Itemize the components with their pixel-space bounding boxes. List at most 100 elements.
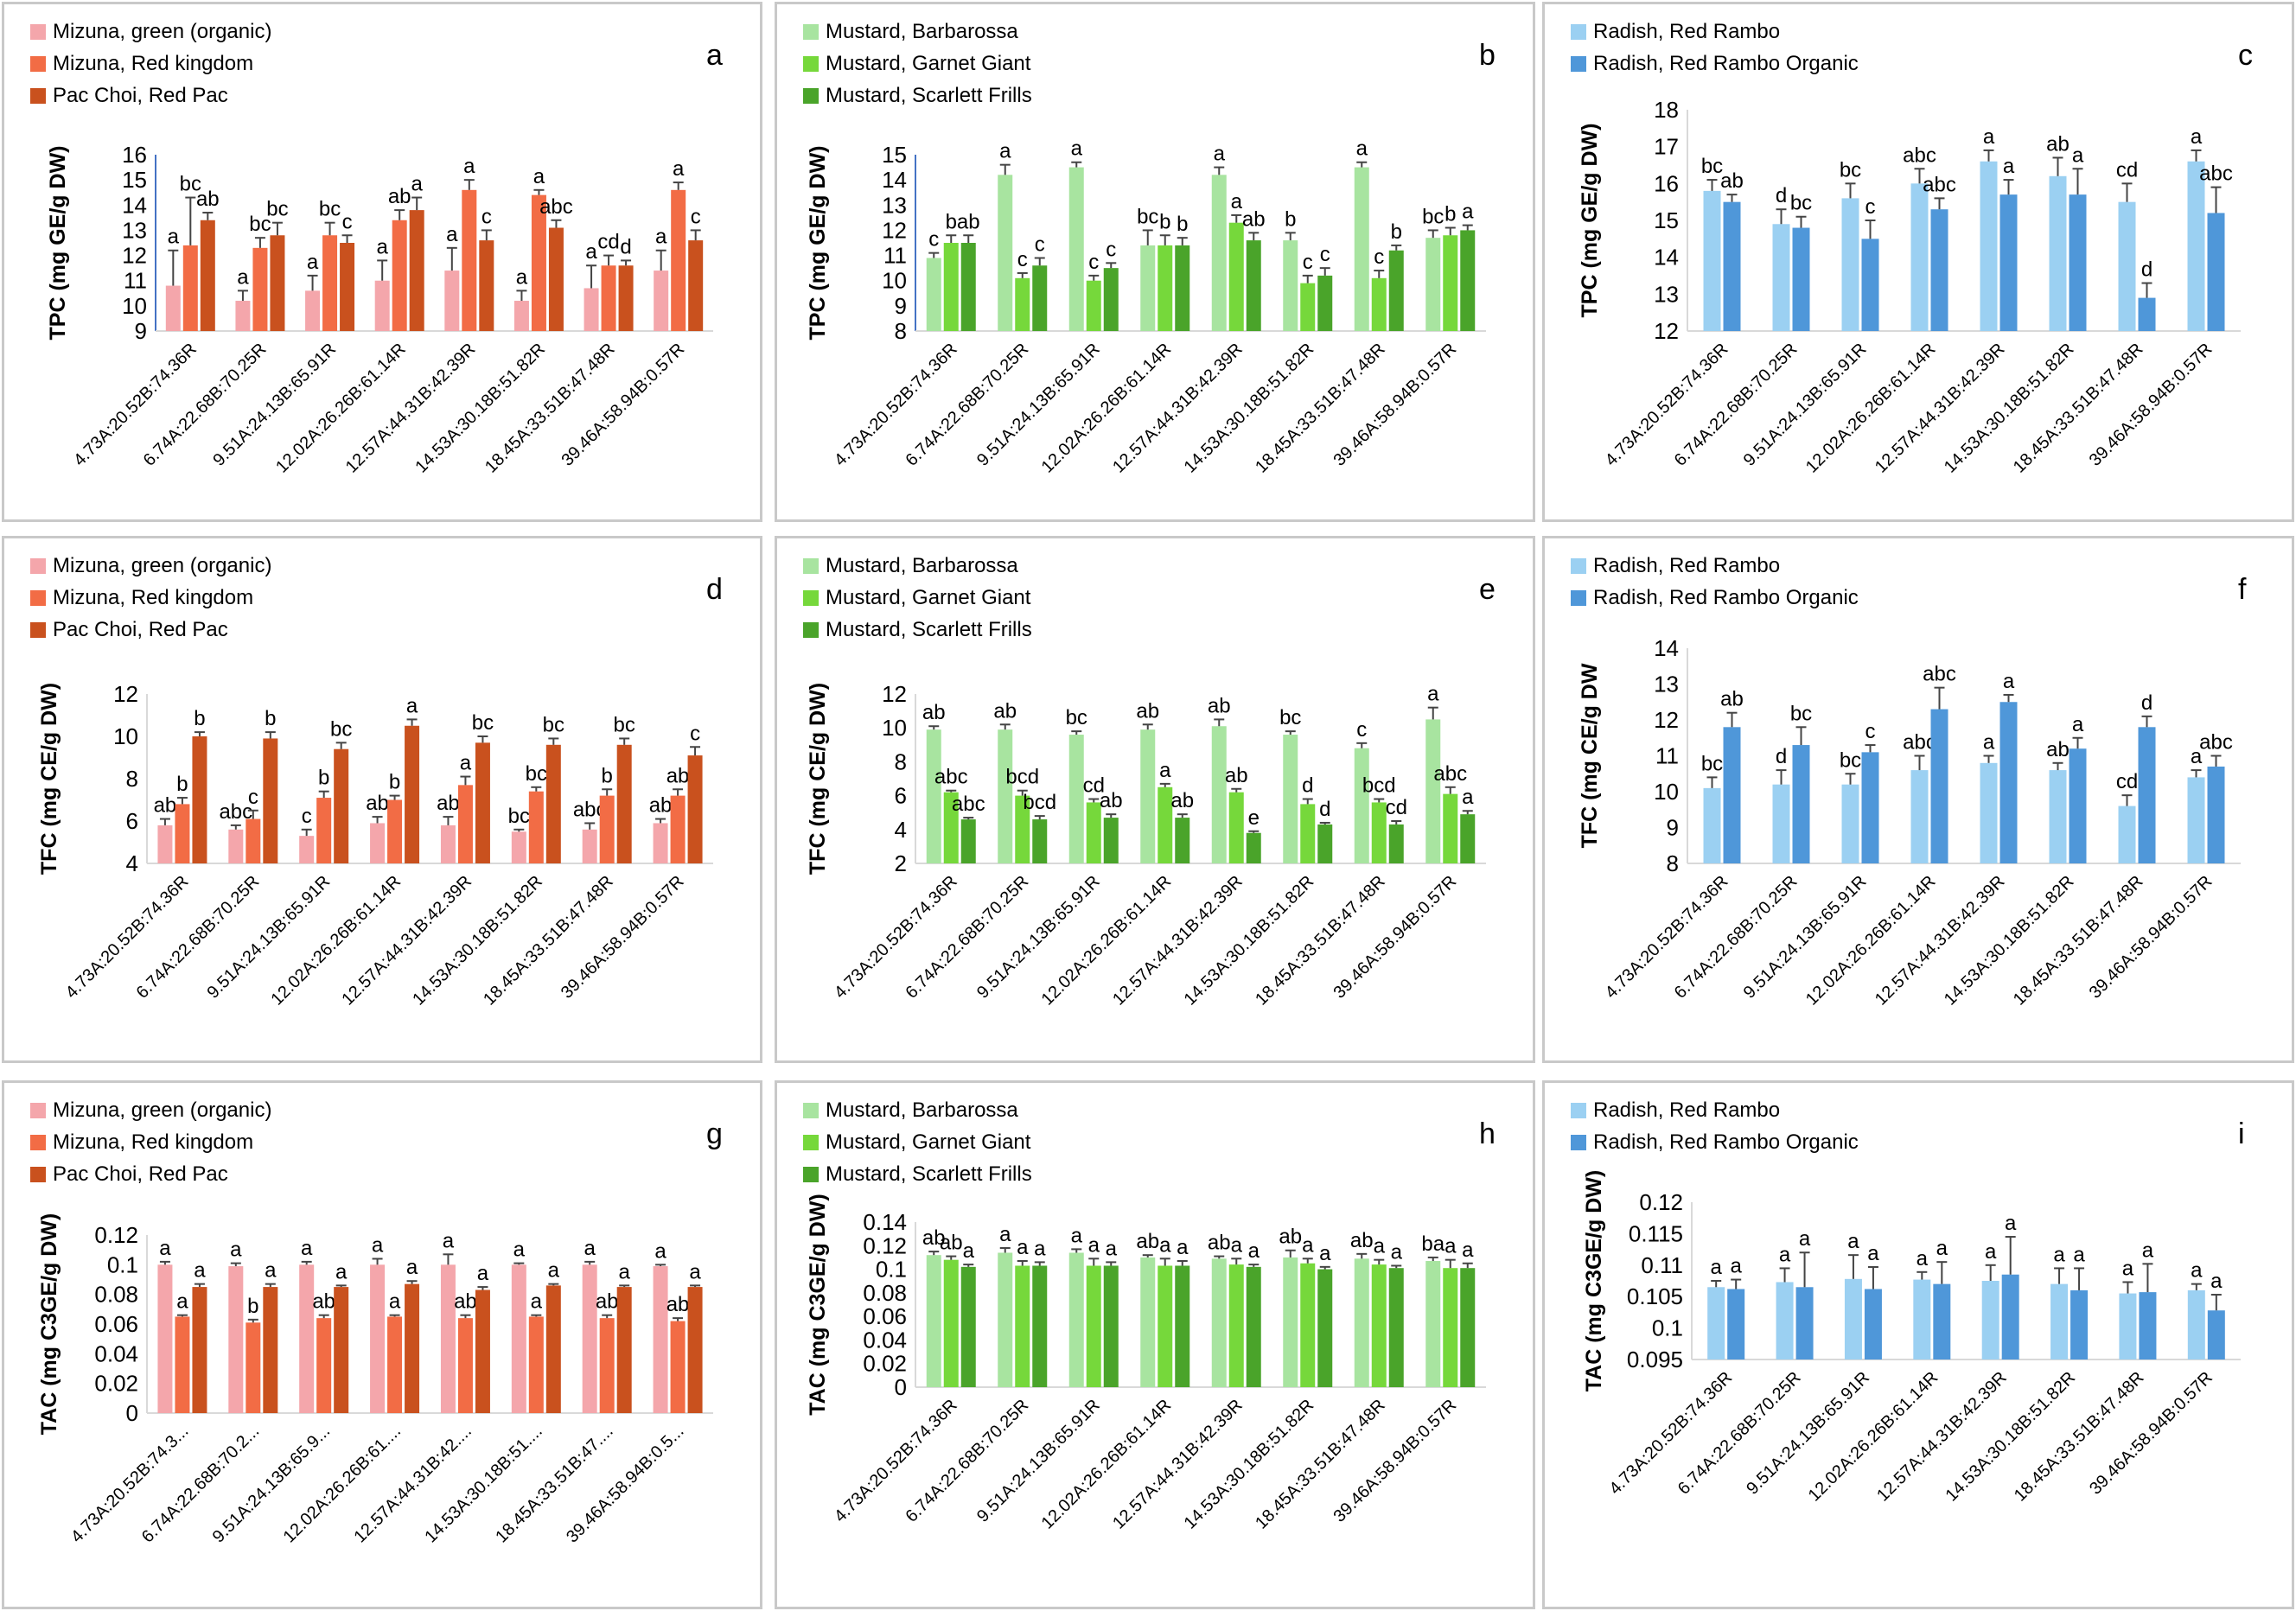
- significance-letter: a: [1799, 1227, 1811, 1251]
- legend-label: Radish, Red Rambo: [1593, 554, 1780, 577]
- y-tick-label: 12: [882, 681, 907, 707]
- significance-letter: a: [1847, 1230, 1859, 1253]
- y-tick-label: 0.12: [94, 1222, 138, 1248]
- bar: [1861, 239, 1879, 331]
- bar: [157, 825, 173, 863]
- y-tick-label: 13: [122, 217, 147, 243]
- significance-letter: c: [482, 205, 492, 228]
- significance-letter: a: [463, 155, 475, 178]
- x-category-label: 4.73A:20.52B:74.36R: [831, 872, 961, 1003]
- bar: [263, 738, 278, 863]
- legend-swatch: [1571, 1135, 1586, 1150]
- bar: [688, 240, 704, 331]
- panel-d: Mizuna, green (organic) Mizuna, Red kingd…: [2, 536, 762, 1063]
- bar: [1228, 1264, 1244, 1387]
- bar: [1086, 1265, 1101, 1387]
- y-tick-label: 12: [882, 217, 907, 243]
- significance-letter: bcd: [1023, 791, 1056, 814]
- bar: [1228, 222, 1244, 331]
- significance-letter: a: [531, 1290, 543, 1314]
- panel-letter: h: [1479, 1118, 1496, 1150]
- y-tick-label: 16: [1654, 170, 1679, 196]
- significance-letter: a: [1779, 1243, 1791, 1266]
- significance-letter: a: [1071, 137, 1083, 161]
- x-category-label: 39.46A:58.94B:0.57R: [1330, 872, 1460, 1003]
- bar: [1841, 784, 1859, 863]
- bar: [582, 829, 597, 863]
- y-tick-label: 0.115: [1629, 1220, 1683, 1246]
- y-tick-label: 0.08: [863, 1280, 907, 1306]
- significance-letter: bc: [1790, 702, 1812, 725]
- bar: [1158, 245, 1173, 331]
- y-tick-label: 0.1: [1652, 1315, 1683, 1341]
- bar: [475, 1289, 490, 1413]
- panel-i: Radish, Red Rambo Radish, Red Rambo Organ…: [1542, 1080, 2294, 1609]
- significance-letter: c: [302, 805, 312, 828]
- legend-swatch: [30, 56, 46, 72]
- significance-letter: c: [248, 786, 258, 809]
- bar: [1300, 804, 1316, 863]
- x-category-label: 4.73A:20.52B:74.3...: [67, 1422, 193, 1547]
- significance-letter: a: [999, 1223, 1011, 1246]
- significance-letter: bc: [543, 713, 564, 736]
- y-tick-label: 8: [1667, 850, 1679, 876]
- bar: [1317, 1269, 1333, 1387]
- significance-letter: cd: [597, 231, 619, 254]
- significance-letter: abc: [1903, 731, 1936, 755]
- bar: [1103, 818, 1119, 863]
- x-category-label: 4.73A:20.52B:74.36R: [831, 1396, 961, 1526]
- legend-label: Pac Choi, Red Pac: [53, 1162, 228, 1186]
- significance-letter: ab: [437, 792, 460, 815]
- bar: [1703, 787, 1721, 863]
- x-category-label: 12.02A:26.26B:61.14R: [267, 872, 405, 1009]
- x-category-label: 39.46A:58.94B:0.5...: [563, 1422, 688, 1547]
- significance-letter: a: [176, 1290, 188, 1314]
- significance-letter: a: [2191, 125, 2203, 149]
- x-category-label: 18.45A:33.51B:47.48R: [1252, 1396, 1389, 1533]
- y-tick-label: 11: [1655, 743, 1679, 769]
- y-tick-label: 8: [895, 318, 907, 344]
- significance-letter: bc: [508, 805, 530, 828]
- x-category-label: 9.51A:24.13B:65.91R: [1740, 872, 1871, 1003]
- y-tick-label: 15: [122, 167, 147, 193]
- bar: [1211, 726, 1227, 863]
- significance-letter: a: [1731, 1255, 1743, 1278]
- x-category-label: 39.46A:58.94B:0.57R: [2086, 1368, 2216, 1499]
- bar: [545, 744, 561, 863]
- bar: [1776, 1282, 1794, 1359]
- bar: [960, 243, 976, 331]
- bar: [1388, 250, 1404, 331]
- bar: [1980, 762, 1998, 863]
- x-category-label: 12.57A:44.31B:42.39R: [1872, 340, 2009, 477]
- bar: [653, 1266, 668, 1413]
- bar: [392, 220, 407, 331]
- significance-letter: ab: [1136, 1230, 1159, 1253]
- significance-letter: a: [1231, 190, 1243, 213]
- bar: [1283, 1257, 1298, 1387]
- bar: [2119, 1293, 2137, 1359]
- bar: [334, 748, 349, 863]
- legend-swatch: [30, 1167, 46, 1182]
- y-tick-label: 10: [882, 715, 907, 741]
- significance-letter: a: [516, 265, 528, 289]
- bar: [943, 243, 959, 331]
- significance-letter: c: [928, 228, 939, 252]
- bar: [1140, 245, 1156, 331]
- significance-letter: b: [389, 771, 400, 794]
- x-category-label: 9.51A:24.13B:65.91R: [1743, 1368, 1873, 1499]
- legend-label: Mustard, Barbarossa: [826, 554, 1018, 577]
- bar: [2207, 766, 2225, 863]
- legend-label: Mustard, Garnet Giant: [826, 52, 1031, 75]
- panel-letter: f: [2238, 573, 2247, 606]
- significance-letter: ab: [666, 1293, 690, 1316]
- bar: [616, 744, 632, 863]
- significance-letter: bc: [249, 213, 271, 236]
- y-tick-label: 0.06: [94, 1311, 138, 1337]
- bar: [1068, 167, 1084, 331]
- panel-letter: a: [706, 39, 723, 72]
- x-category-label: 18.45A:33.51B:47.48R: [480, 872, 617, 1009]
- significance-letter: bcd: [1362, 774, 1396, 798]
- significance-letter: b: [247, 1295, 258, 1318]
- bar: [1068, 735, 1084, 863]
- bar: [2049, 770, 2067, 863]
